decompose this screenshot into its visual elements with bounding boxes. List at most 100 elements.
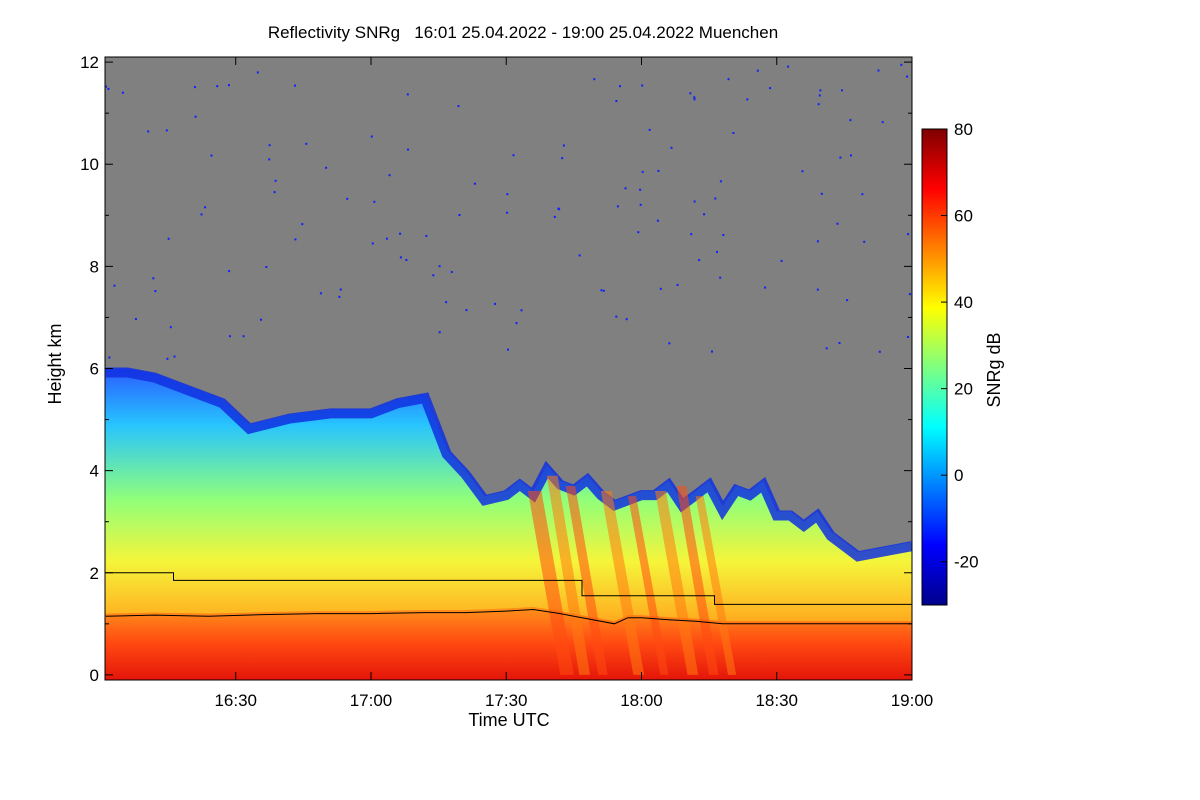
noise-speckle — [756, 69, 759, 72]
x-axis: 16:30 17:00 17:30 18:00 18:30 19:00 — [214, 57, 933, 710]
noise-speckle — [764, 286, 767, 289]
y-tick-label: 12 — [80, 53, 99, 72]
noise-speckle — [274, 179, 277, 182]
noise-speckle — [194, 86, 196, 89]
noise-speckle — [265, 266, 268, 268]
noise-speckle — [438, 265, 441, 268]
noise-speckle — [615, 100, 618, 102]
noise-speckle — [210, 154, 213, 157]
noise-speckle — [624, 187, 627, 190]
reflectivity-field — [105, 367, 912, 680]
noise-speckle — [676, 283, 679, 286]
noise-speckle — [165, 129, 168, 132]
noise-speckle — [801, 170, 804, 173]
step-line — [105, 572, 912, 605]
noise-speckle — [881, 121, 884, 124]
x-tick-label: 18:30 — [755, 691, 798, 710]
noise-speckle — [425, 234, 428, 237]
noise-speckle — [659, 287, 662, 290]
noise-speckle — [457, 105, 460, 108]
y-axis-label: Height km — [45, 323, 65, 404]
noise-speckle — [260, 318, 262, 321]
noise-speckle — [107, 87, 110, 90]
noise-speckle — [820, 192, 823, 195]
colorbar-ticks: 80 60 40 20 0 -20 — [941, 120, 979, 572]
noise-speckle — [637, 231, 640, 234]
series-lines — [105, 572, 912, 625]
noise-speckle — [719, 276, 722, 279]
noise-speckle — [256, 71, 259, 74]
noise-speckle — [816, 240, 819, 243]
noise-speckle — [689, 92, 692, 95]
noise-speckle — [625, 318, 628, 321]
noise-speckle — [670, 146, 673, 149]
y-tick-label: 2 — [90, 564, 99, 583]
noise-speckle — [338, 295, 341, 298]
x-tick-label: 17:00 — [350, 691, 393, 710]
colorbar-tick-label: 0 — [954, 466, 963, 485]
x-axis-label: Time UTC — [468, 710, 549, 730]
plot-area — [105, 57, 912, 680]
noise-speckle — [639, 188, 642, 191]
noise-speckle — [105, 85, 107, 88]
noise-speckle — [593, 78, 596, 81]
y-tick-label: 6 — [90, 360, 99, 379]
cloud-echo-area — [105, 368, 912, 680]
noise-speckle — [722, 234, 725, 236]
rain-streak — [676, 485, 719, 675]
noise-speckle — [512, 154, 515, 157]
x-tick-label: 19:00 — [891, 691, 934, 710]
noise-speckle — [714, 197, 717, 200]
noise-speckle — [641, 84, 644, 87]
colorbar-tick-label: 60 — [954, 207, 973, 226]
noise-speckle — [693, 200, 696, 203]
noise-speckle — [846, 299, 849, 302]
noise-speckle — [780, 259, 783, 262]
colorbar-tick-label: 40 — [954, 293, 973, 312]
noise-speckle — [639, 203, 642, 206]
noise-speckle — [817, 103, 820, 106]
noise-speckle — [507, 348, 509, 351]
noise-speckle — [194, 115, 197, 118]
noise-speckle — [602, 289, 605, 292]
noise-speckle — [228, 270, 231, 273]
noise-speckle — [878, 350, 881, 353]
x-tick-label: 16:30 — [214, 691, 257, 710]
noise-speckle — [108, 356, 111, 359]
noise-speckle — [167, 237, 170, 240]
noise-speckle — [465, 309, 468, 312]
noise-speckle — [204, 206, 207, 209]
noise-speckle — [711, 350, 713, 353]
noise-speckle — [841, 89, 843, 92]
noise-speckle — [432, 274, 435, 277]
noise-speckle — [703, 213, 706, 216]
noise-speckle — [388, 174, 391, 177]
noise-speckle — [458, 214, 461, 216]
noise-speckle — [385, 237, 388, 240]
noise-speckle — [268, 144, 271, 147]
noise-speckle — [656, 219, 659, 222]
cloud-top-edge — [105, 367, 912, 562]
colorbar-label: SNRg dB — [984, 332, 1004, 407]
noise-speckle — [406, 93, 409, 96]
noise-speckle — [506, 211, 509, 214]
noise-speckle — [648, 128, 651, 131]
noise-speckle — [693, 98, 696, 101]
colorbar-bar — [921, 128, 948, 606]
noise-speckle — [716, 250, 718, 253]
noise-speckle — [325, 166, 328, 169]
rain-streak — [565, 485, 608, 675]
rain-streak — [695, 496, 737, 675]
noise-speckle — [877, 69, 880, 72]
noise-speckle — [578, 254, 581, 257]
chart-title: Reflectivity SNRg 16:01 25.04.2022 - 19:… — [268, 23, 778, 42]
noise-speckles — [105, 63, 911, 360]
noise-speckle — [836, 222, 839, 225]
noise-speckle — [399, 232, 402, 235]
noise-speckle — [520, 309, 523, 312]
noise-speckle — [732, 132, 735, 134]
noise-speckle — [746, 98, 749, 101]
noise-speckle — [305, 142, 308, 145]
noise-speckle — [562, 144, 565, 147]
noise-speckle — [907, 233, 910, 236]
